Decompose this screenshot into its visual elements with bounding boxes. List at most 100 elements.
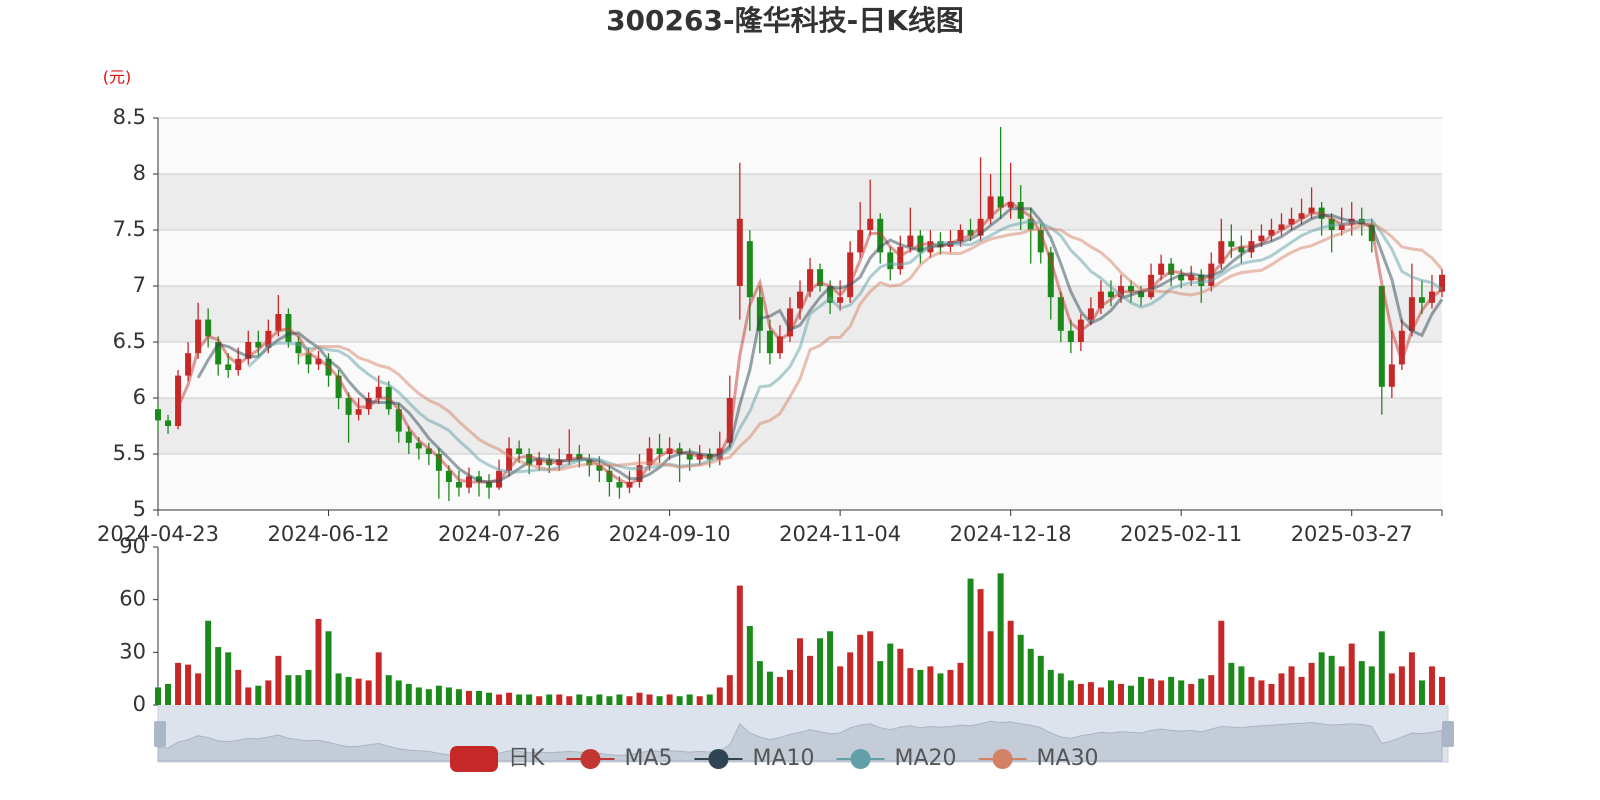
candle-body xyxy=(1218,241,1225,264)
volume-bar xyxy=(1228,662,1235,705)
candle-body xyxy=(897,246,904,270)
candle-body xyxy=(756,297,763,331)
split-band xyxy=(158,454,1442,510)
candle-body xyxy=(275,314,282,331)
volume-bar xyxy=(465,690,472,705)
volume-bar xyxy=(175,662,182,705)
legend-icon xyxy=(580,749,601,769)
volume-bar xyxy=(897,648,904,705)
volume-bar xyxy=(716,687,723,705)
volume-bar xyxy=(215,647,222,705)
volume-bar xyxy=(1077,683,1084,705)
volume-bar xyxy=(676,696,683,705)
volume-bar xyxy=(756,661,763,705)
candle-body xyxy=(957,230,964,242)
candle-body xyxy=(1378,286,1385,387)
volume-bar xyxy=(1067,680,1074,705)
volume-bar xyxy=(1208,675,1215,705)
x-tick-label: 2024-06-12 xyxy=(268,522,390,546)
volume-bar xyxy=(1148,678,1155,705)
legend-label[interactable]: MA20 xyxy=(895,746,957,771)
candle-body xyxy=(1288,218,1295,225)
x-tick-label: 2024-04-23 xyxy=(97,522,219,546)
y-tick-label: 5 xyxy=(133,497,146,521)
candle-body xyxy=(1067,330,1074,342)
candle-body xyxy=(867,218,874,230)
candle-body xyxy=(516,448,523,454)
volume-bar xyxy=(1037,655,1044,705)
volume-bar xyxy=(1027,648,1034,705)
candle-body xyxy=(195,319,202,354)
volume-bar xyxy=(746,626,753,705)
volume-bar xyxy=(696,696,703,705)
volume-bar xyxy=(476,690,482,705)
volume-bar xyxy=(576,694,583,705)
candle-body xyxy=(175,375,182,426)
x-tick-label: 2025-03-27 xyxy=(1291,522,1413,546)
volume-bar xyxy=(275,655,282,705)
legend-label[interactable]: MA30 xyxy=(1037,746,1099,771)
volume-bar xyxy=(1418,680,1425,705)
volume-bar xyxy=(385,675,392,705)
volume-bar xyxy=(375,652,382,705)
candle-body xyxy=(375,386,382,398)
y-tick-label: 60 xyxy=(119,587,146,611)
legend-label[interactable]: 日K xyxy=(508,746,545,771)
volume-bar xyxy=(365,680,372,705)
candle-body xyxy=(636,465,643,482)
y-tick-label: 7 xyxy=(133,273,146,297)
volume-bar xyxy=(1368,666,1375,705)
candle-body xyxy=(1178,274,1185,281)
volume-bar xyxy=(887,643,894,705)
candle-body xyxy=(315,358,322,365)
volume-bar xyxy=(546,694,553,705)
split-band xyxy=(158,342,1442,398)
zoom-handle[interactable] xyxy=(154,721,166,747)
candle-body xyxy=(606,470,613,482)
volume-bar xyxy=(245,687,252,705)
volume-bar xyxy=(837,666,844,705)
candle-body xyxy=(616,482,623,488)
volume-bar xyxy=(1278,673,1285,705)
volume-bar xyxy=(435,685,442,705)
volume-bar xyxy=(1007,620,1014,705)
candle-body xyxy=(1228,241,1235,247)
zoom-overview xyxy=(157,720,1443,762)
volume-bar xyxy=(425,689,432,705)
volume-bar xyxy=(937,673,944,705)
zoom-handle[interactable] xyxy=(1442,721,1454,747)
volume-bar xyxy=(947,669,954,705)
candle-body xyxy=(445,470,452,482)
candle-body xyxy=(526,454,533,466)
volume-bar xyxy=(1047,669,1054,705)
candle-body xyxy=(365,398,372,410)
legend-label[interactable]: MA5 xyxy=(624,746,672,771)
candle-body xyxy=(395,409,402,432)
candle-body xyxy=(736,218,743,286)
candle-body xyxy=(857,230,864,253)
volume-bar xyxy=(1298,676,1305,705)
volume-bar xyxy=(1398,666,1405,705)
candle-body xyxy=(766,330,773,354)
legend-label[interactable]: MA10 xyxy=(752,746,814,771)
candle-body xyxy=(1057,297,1064,331)
volume-bar xyxy=(1308,662,1315,705)
volume-bar xyxy=(255,685,262,705)
volume-bar xyxy=(285,675,292,705)
volume-bar xyxy=(586,696,593,705)
split-band xyxy=(158,230,1442,286)
y-tick-label: 7.5 xyxy=(113,217,146,241)
x-tick-label: 2024-11-04 xyxy=(779,522,901,546)
volume-bar xyxy=(556,694,563,705)
volume-bar xyxy=(195,673,202,705)
volume-bar xyxy=(596,694,603,705)
volume-bar xyxy=(827,631,834,705)
candle-body xyxy=(536,459,543,466)
volume-bar xyxy=(1178,680,1185,705)
x-tick-label: 2024-12-18 xyxy=(950,522,1072,546)
candle-body xyxy=(1238,246,1245,253)
volume-bar xyxy=(1428,666,1435,705)
volume-bar xyxy=(636,692,643,705)
volume-bar xyxy=(1087,682,1094,705)
